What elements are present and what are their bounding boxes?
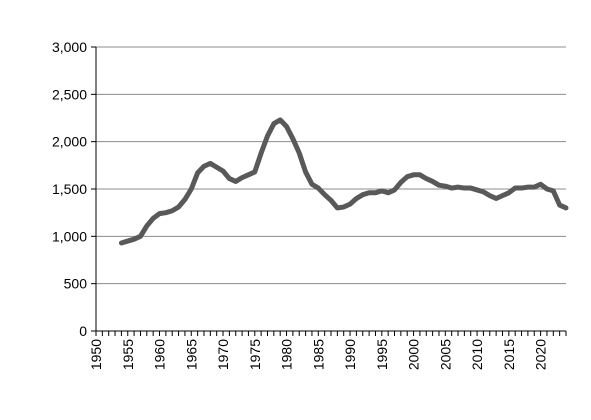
x-tick-label: 1955 [120, 339, 136, 370]
x-tick-label: 2000 [406, 339, 422, 370]
x-tick-label: 2020 [533, 339, 549, 370]
series-line [118, 117, 569, 246]
y-tick-label: 500 [64, 276, 88, 292]
x-tick-label: 1950 [88, 339, 104, 370]
x-tick-label: 1995 [374, 339, 390, 370]
y-tick-label: 2,500 [52, 86, 87, 102]
x-tick-label: 1985 [310, 339, 326, 370]
gridlines [96, 46, 566, 285]
y-tick-label: 1,500 [52, 181, 87, 197]
y-tick-label: 1,000 [52, 228, 87, 244]
x-tick-label: 1965 [183, 339, 199, 370]
x-tick-label: 1970 [215, 339, 231, 370]
y-tick-label: 0 [79, 323, 87, 339]
x-axis-ticks: 1950 1955 1960 1965 1970 1975 1980 1985 1990 1995… [88, 331, 567, 370]
x-tick-label: 1990 [342, 339, 358, 370]
y-tick-label: 3,000 [52, 39, 87, 55]
x-tick-label: 1960 [152, 339, 168, 370]
x-tick-label: 2015 [501, 339, 517, 370]
y-axis-ticks: 0 500 1,000 1,500 2,000 2,500 3,000 [52, 39, 96, 339]
x-tick-label: 2005 [437, 339, 453, 370]
x-tick-label: 1980 [279, 339, 295, 370]
y-tick-label: 2,000 [52, 134, 87, 150]
x-tick-label: 1975 [247, 339, 263, 370]
x-tick-label: 2010 [469, 339, 485, 370]
